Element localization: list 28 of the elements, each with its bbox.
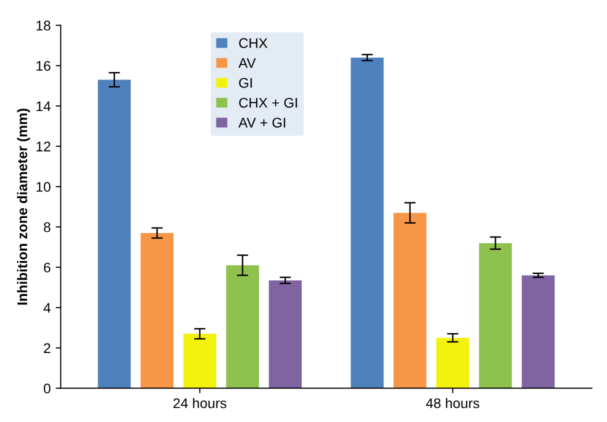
y-axis-title: Inhibition zone diameter (mm) <box>17 108 30 305</box>
bar <box>479 243 512 388</box>
bar <box>436 338 470 388</box>
legend-label: AV <box>238 58 256 68</box>
legend-label: CHX + GI <box>239 98 297 108</box>
y-tick-label: 12 <box>36 142 50 152</box>
bar <box>98 80 131 388</box>
y-tick-label: 8 <box>44 222 50 232</box>
bar <box>394 212 426 388</box>
bar <box>226 265 259 388</box>
y-tick-label: 6 <box>44 262 50 272</box>
y-tick-label: 4 <box>44 303 51 313</box>
y-tick-label: 16 <box>36 60 50 71</box>
legend-label: AV + GI <box>238 118 286 128</box>
y-tick-label: 0 <box>44 384 50 394</box>
y-tick-label: 2 <box>44 343 50 353</box>
bar <box>140 232 174 388</box>
x-tick-label: 24 hours <box>173 398 226 408</box>
y-tick-label: 10 <box>36 182 50 192</box>
y-tick-label: 14 <box>36 101 51 111</box>
legend-label: CHX <box>239 38 268 48</box>
bar <box>522 275 555 388</box>
bar <box>183 334 216 388</box>
bar <box>268 280 302 388</box>
legend-label: GI <box>239 78 252 88</box>
y-tick-label: 18 <box>36 20 50 30</box>
bar <box>350 58 384 388</box>
x-tick-label: 48 hours <box>426 398 480 408</box>
